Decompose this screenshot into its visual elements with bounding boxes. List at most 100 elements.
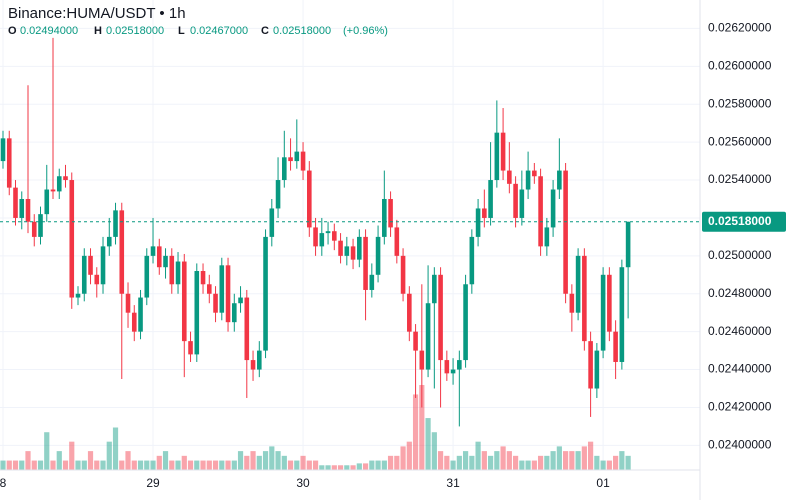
volume-bar <box>62 460 69 470</box>
candle-body <box>269 208 275 237</box>
candle-body <box>163 255 168 268</box>
last-price-label: 0.02518000 <box>708 214 772 228</box>
y-tick-label: 0.02500000 <box>708 248 772 262</box>
volume-bar <box>6 460 12 470</box>
volume-bar <box>37 460 44 470</box>
volume-bar <box>94 460 100 470</box>
volume-bar <box>619 451 625 470</box>
candle-body <box>150 246 156 256</box>
volume-bar <box>50 460 56 470</box>
ohlc-key: C <box>261 25 269 37</box>
candle-body <box>200 271 206 285</box>
volume-bar <box>287 460 294 470</box>
volume-bar <box>512 455 519 470</box>
candle-body <box>19 198 25 218</box>
candle-body <box>594 350 600 389</box>
volume-bar <box>319 465 325 470</box>
volume-bar <box>537 455 544 470</box>
y-tick-label: 0.02440000 <box>708 362 772 376</box>
volume-bar <box>350 465 356 470</box>
candle-body <box>106 236 112 247</box>
candle-body <box>550 189 556 228</box>
candle-body <box>181 261 187 342</box>
candle-body <box>313 227 318 247</box>
volume-bar <box>175 460 181 470</box>
y-tick-label: 0.02560000 <box>708 134 772 148</box>
volume-bar <box>244 455 250 470</box>
volume-bar <box>44 432 50 470</box>
candle-body <box>300 151 306 171</box>
volume-bar <box>556 446 562 470</box>
candle-body <box>438 274 443 361</box>
volume-bar <box>337 465 344 470</box>
candle-body <box>344 246 350 256</box>
volume-bar <box>525 460 531 470</box>
volume-bar <box>331 465 337 470</box>
candle-body <box>557 170 562 190</box>
candle-body <box>488 180 493 218</box>
candle-body <box>194 271 200 355</box>
candle-body <box>494 132 500 181</box>
candle-body <box>25 198 31 222</box>
candle-body <box>513 183 518 218</box>
candle-body <box>469 236 475 285</box>
volume-bar <box>406 441 412 470</box>
volume-bar <box>19 460 25 470</box>
candle-body <box>350 246 356 260</box>
volume-bar <box>437 451 444 470</box>
x-tick-label: 8 <box>0 476 7 490</box>
candle-body <box>407 293 412 332</box>
candle-body <box>0 138 6 162</box>
volume-bar <box>606 460 612 470</box>
ohlc-key: L <box>178 25 185 37</box>
y-tick-label: 0.02460000 <box>708 324 772 338</box>
candle-body <box>175 261 181 285</box>
candle-body <box>369 274 375 290</box>
volume-bar <box>387 455 394 470</box>
candle-body <box>613 331 618 362</box>
volume-bar <box>312 460 319 470</box>
volume-bar <box>494 451 500 470</box>
x-tick-label: 29 <box>146 476 160 490</box>
candle-body <box>213 293 218 313</box>
volume-bar <box>419 385 425 470</box>
candle-body <box>538 176 543 247</box>
volume-bar <box>119 460 125 470</box>
y-tick-label: 0.02620000 <box>708 21 772 35</box>
volume-bar <box>25 451 31 470</box>
x-tick-label: 30 <box>296 476 310 490</box>
volume-bar <box>444 455 450 470</box>
candle-body <box>588 341 593 389</box>
candle-body <box>219 265 225 313</box>
candle-body <box>388 198 393 228</box>
candle-body <box>463 284 468 361</box>
candle-body <box>94 274 100 285</box>
volume-bar <box>275 451 281 470</box>
candle-body <box>413 331 418 351</box>
candle-body <box>375 236 381 275</box>
volume-bar <box>231 460 237 470</box>
candle-body <box>138 297 143 332</box>
volume-bar <box>487 455 494 470</box>
candle-body <box>263 236 268 351</box>
candle-body <box>256 350 262 370</box>
volume-bar <box>369 460 375 470</box>
volume-bar <box>187 460 194 470</box>
volume-bar <box>31 460 37 470</box>
volume-bar <box>569 451 575 470</box>
volume-bar <box>481 451 487 470</box>
volume-bar <box>306 460 312 470</box>
candle-body <box>563 170 568 294</box>
volume-bar <box>469 455 475 470</box>
candle-body <box>607 274 612 332</box>
volume-bar <box>594 455 600 470</box>
x-tick-label: 01 <box>596 476 610 490</box>
candle-body <box>38 214 43 237</box>
candle-body <box>582 255 587 342</box>
volume-bar <box>506 451 512 470</box>
volume-bar <box>112 427 119 470</box>
candle-body <box>363 236 368 290</box>
candle-body <box>88 255 93 275</box>
candle-body <box>231 303 237 323</box>
candle-body <box>357 236 362 260</box>
